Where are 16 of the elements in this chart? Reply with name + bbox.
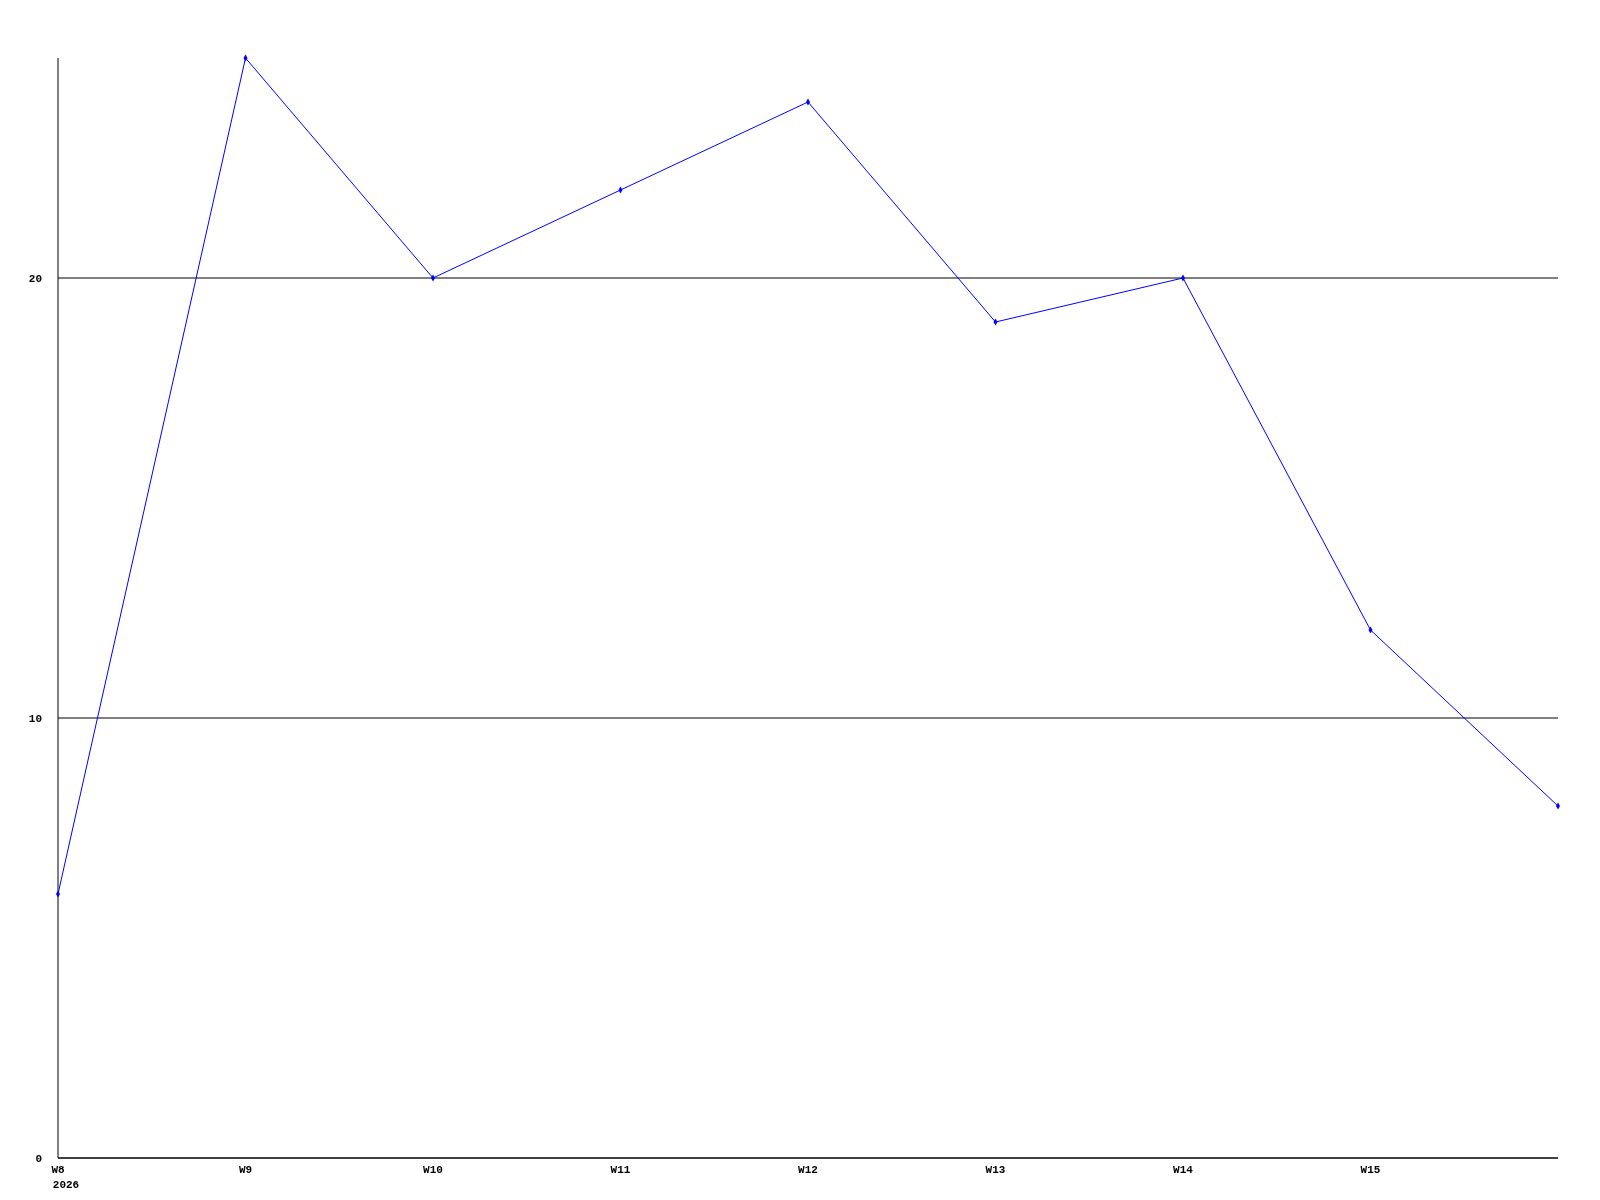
x-tick-label: W13 — [985, 1164, 1006, 1176]
x-tick-label: W15 — [1360, 1164, 1381, 1176]
x-tick-label: W8 2026 — [51, 1164, 80, 1191]
x-tick-label: W12 — [798, 1164, 818, 1176]
y-tick-label: 10 — [28, 713, 42, 725]
x-tick-label: W11 — [610, 1164, 631, 1176]
y-tick-label: 20 — [28, 273, 42, 285]
point — [55, 890, 61, 898]
point — [430, 274, 436, 282]
x-tick-label: W14 — [1173, 1164, 1194, 1176]
point — [1180, 274, 1186, 282]
point — [805, 98, 811, 106]
x-tick-label: W10 — [423, 1164, 443, 1176]
y-tick-label: 0 — [35, 1153, 42, 1165]
point — [1555, 802, 1561, 810]
x-tick-label: W9 — [238, 1164, 253, 1176]
